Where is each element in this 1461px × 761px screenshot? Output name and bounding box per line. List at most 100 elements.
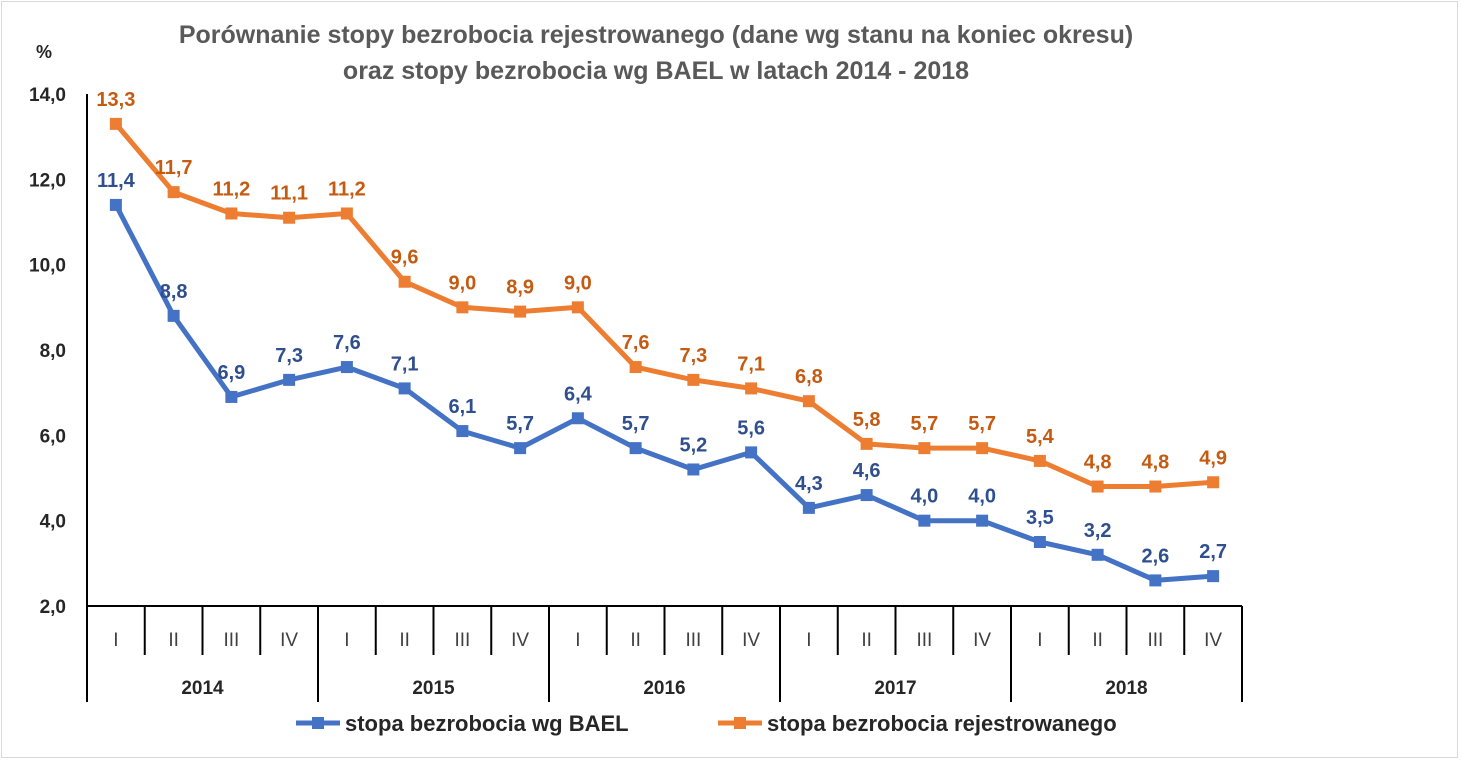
data-label: 8,9 bbox=[506, 277, 534, 299]
data-label: 7,1 bbox=[391, 353, 419, 375]
quarter-label: II bbox=[630, 630, 641, 651]
quarter-label: I bbox=[575, 630, 580, 651]
quarter-label: IV bbox=[742, 630, 760, 651]
legend-label: stopa bezrobocia wg BAEL bbox=[345, 711, 629, 736]
quarter-label: II bbox=[168, 630, 179, 651]
y-axis-ticks: 2,0 4,0 6,0 8,0 10,0 12,0 14,0 bbox=[29, 85, 66, 618]
data-point bbox=[1033, 536, 1046, 548]
axes bbox=[86, 94, 1243, 702]
series-line-0 bbox=[113, 203, 1214, 583]
data-label: 7,6 bbox=[333, 332, 361, 354]
data-point bbox=[1033, 454, 1046, 467]
data-label: 4,8 bbox=[1084, 452, 1112, 474]
data-label: 2,7 bbox=[1199, 541, 1227, 563]
data-label: 7,3 bbox=[679, 345, 707, 367]
data-point bbox=[167, 186, 180, 199]
legend-label: stopa bezrobocia rejestrowanego bbox=[767, 711, 1117, 736]
year-label: 2014 bbox=[181, 678, 224, 699]
data-label: 5,7 bbox=[506, 413, 534, 435]
quarter-label: III bbox=[223, 630, 239, 651]
data-point bbox=[398, 275, 411, 288]
data-label: 5,6 bbox=[737, 417, 765, 439]
data-point bbox=[109, 198, 122, 211]
quarter-label: II bbox=[1092, 630, 1103, 651]
data-point bbox=[860, 489, 873, 502]
quarter-label: IV bbox=[511, 630, 529, 651]
data-point bbox=[456, 301, 469, 314]
quarter-label: III bbox=[1147, 630, 1163, 651]
data-point bbox=[283, 373, 296, 386]
data-point bbox=[745, 382, 758, 395]
data-point bbox=[571, 301, 584, 314]
y-tick-label: 8,0 bbox=[40, 341, 66, 362]
series-lines bbox=[113, 122, 1214, 583]
data-label: 11,1 bbox=[270, 183, 308, 205]
data-point bbox=[976, 442, 989, 455]
data-label: 3,5 bbox=[1026, 507, 1054, 529]
data-point bbox=[340, 207, 353, 220]
y-tick-label: 2,0 bbox=[40, 597, 66, 618]
y-tick-label: 14,0 bbox=[29, 85, 66, 106]
data-point bbox=[398, 382, 411, 395]
data-label: 6,9 bbox=[217, 362, 245, 384]
year-label: 2017 bbox=[874, 678, 916, 699]
data-point bbox=[283, 211, 296, 224]
quarter-label: I bbox=[344, 630, 349, 651]
data-label: 4,0 bbox=[968, 486, 996, 508]
data-point bbox=[687, 463, 700, 476]
data-label: 5,2 bbox=[679, 434, 707, 456]
quarter-label: IV bbox=[973, 630, 991, 651]
quarter-label: I bbox=[806, 630, 811, 651]
data-label: 5,7 bbox=[622, 413, 650, 435]
data-label: 11,7 bbox=[155, 157, 193, 179]
x-axis-ticks: I II III IV I II III IV I II III IV I II III IV I II III IV… bbox=[113, 630, 1222, 699]
data-label: 5,7 bbox=[910, 413, 938, 435]
data-point bbox=[860, 437, 873, 450]
data-point bbox=[456, 425, 469, 438]
data-label: 3,2 bbox=[1084, 520, 1112, 542]
y-tick-label: 12,0 bbox=[29, 170, 66, 191]
data-label: 4,8 bbox=[1141, 452, 1169, 474]
quarter-label: III bbox=[916, 630, 932, 651]
data-point bbox=[225, 390, 238, 403]
legend: stopa bezrobocia wg BAEL stopa bezrobocia… bbox=[296, 711, 1117, 736]
data-label: 9,6 bbox=[391, 247, 419, 269]
data-point bbox=[571, 412, 584, 425]
data-label: 8,8 bbox=[160, 281, 188, 303]
year-label: 2018 bbox=[1105, 678, 1147, 699]
data-point bbox=[918, 442, 931, 455]
data-label: 5,4 bbox=[1026, 426, 1055, 448]
data-point bbox=[225, 207, 238, 220]
data-point bbox=[514, 442, 527, 455]
data-label: 4,0 bbox=[910, 486, 938, 508]
data-point bbox=[745, 446, 758, 459]
data-point bbox=[629, 442, 642, 455]
quarter-label: III bbox=[685, 630, 701, 651]
data-point bbox=[976, 514, 989, 527]
y-tick-label: 6,0 bbox=[40, 426, 66, 447]
year-label: 2015 bbox=[412, 678, 455, 699]
data-label: 11,4 bbox=[97, 170, 136, 192]
data-point bbox=[1091, 480, 1104, 493]
quarter-label: III bbox=[454, 630, 470, 651]
quarter-label: II bbox=[861, 630, 872, 651]
data-label: 7,3 bbox=[275, 345, 303, 367]
legend-marker bbox=[312, 717, 324, 729]
year-label: 2016 bbox=[643, 678, 685, 699]
data-point bbox=[802, 395, 815, 408]
data-point bbox=[918, 514, 931, 527]
y-axis-unit: % bbox=[36, 42, 52, 62]
data-point bbox=[1149, 480, 1162, 493]
data-point bbox=[514, 305, 527, 318]
data-label: 6,4 bbox=[564, 383, 593, 405]
data-label: 4,9 bbox=[1199, 447, 1227, 469]
data-label: 2,6 bbox=[1141, 545, 1169, 567]
data-label: 6,1 bbox=[448, 396, 476, 418]
quarter-label: I bbox=[113, 630, 118, 651]
legend-marker bbox=[734, 717, 746, 729]
data-point bbox=[109, 117, 122, 130]
data-point bbox=[687, 373, 700, 386]
data-point bbox=[167, 309, 180, 322]
data-label: 7,6 bbox=[622, 332, 650, 354]
